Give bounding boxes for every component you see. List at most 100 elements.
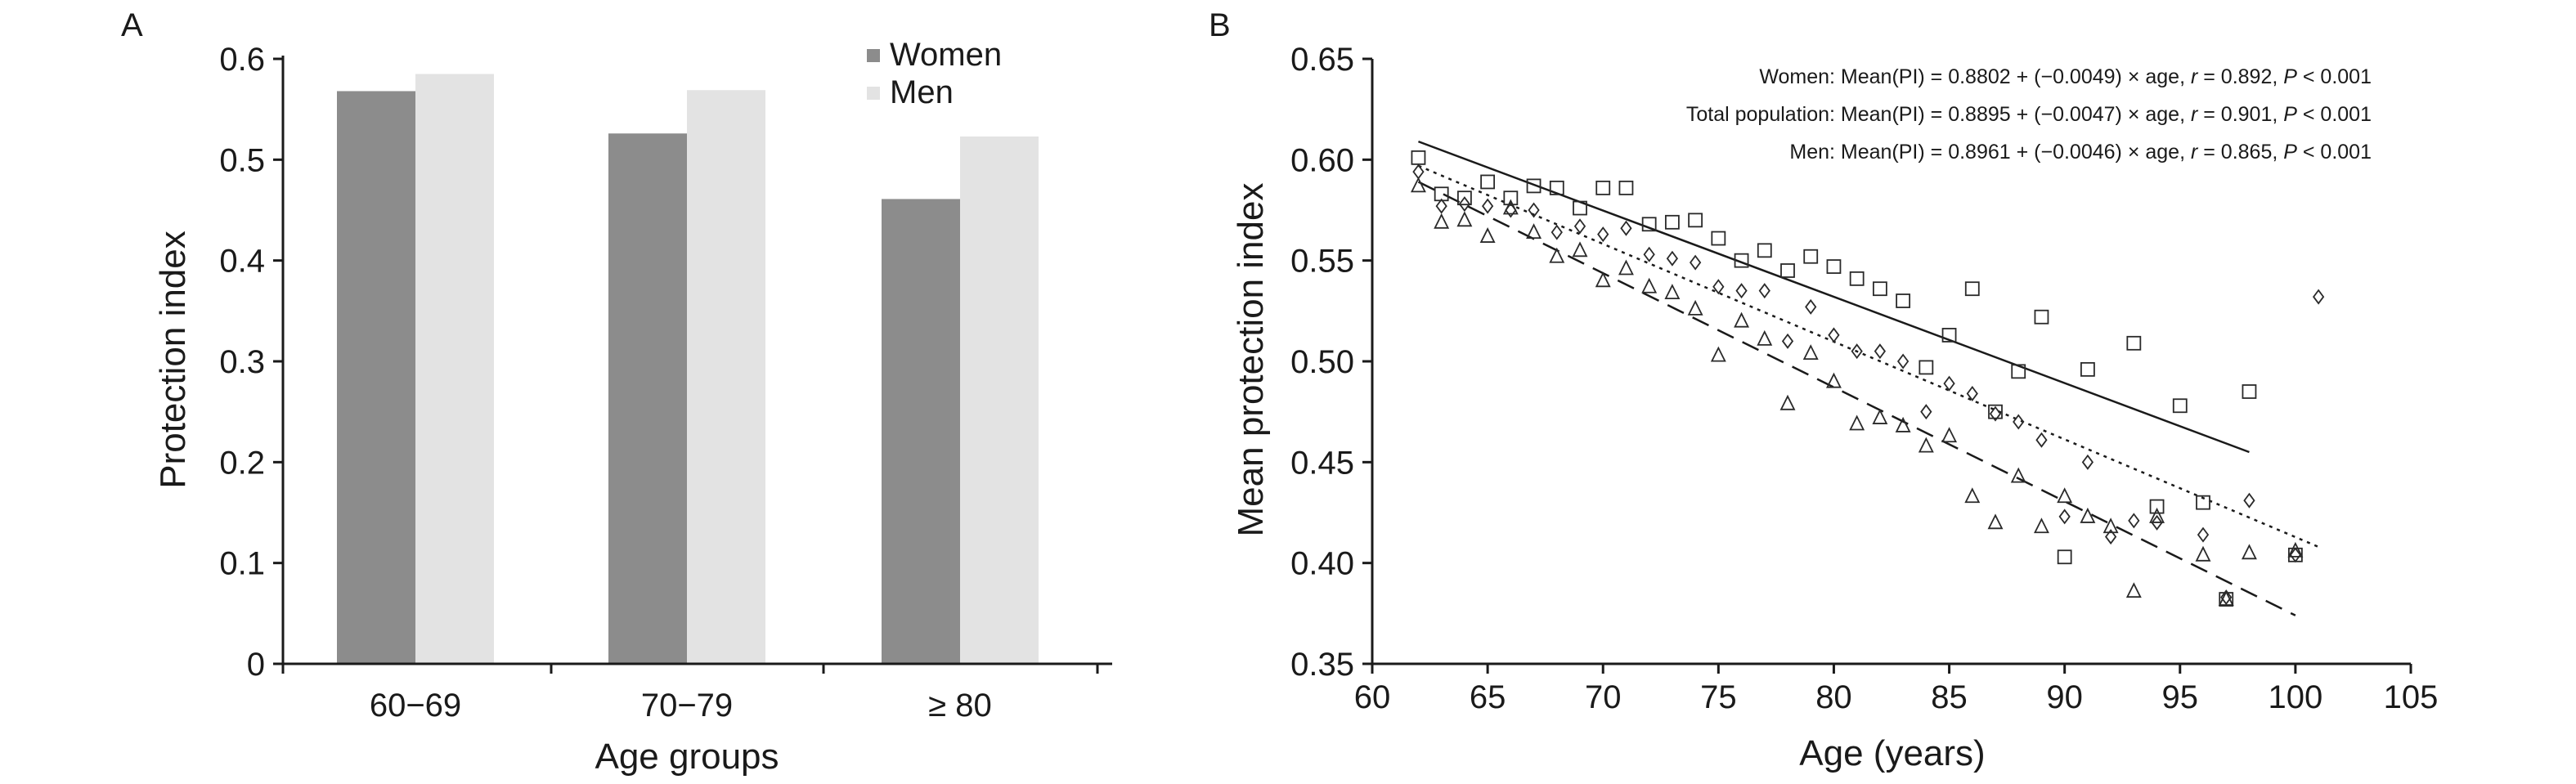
equation-segment: r: [2191, 65, 2199, 88]
equation-segment: < 0.001: [2297, 141, 2372, 164]
panel-b-x-tick-label: 70: [1585, 679, 1622, 715]
point-total: [1712, 279, 1725, 295]
legend-label-men: Men: [890, 74, 954, 110]
point-total: [1828, 327, 1840, 343]
panel-b-y-tick-label: 0.45: [1290, 445, 1354, 481]
panel-a-letter: A: [121, 7, 143, 43]
point-total: [2035, 432, 2048, 448]
fit-line-total: [1417, 164, 2319, 549]
point-women: [1941, 427, 1958, 443]
legend-swatch-women: [867, 49, 880, 62]
point-total: [1689, 254, 1702, 271]
point-women: [2287, 541, 2304, 558]
point-total: [1805, 298, 1817, 315]
point-total: [2289, 547, 2302, 563]
panel-b-equations: Women: Mean(PI) = 0.8802 + (−0.0049) × a…: [1686, 65, 2372, 164]
panel-b-points: [1410, 150, 2325, 607]
point-men: [1803, 249, 1819, 264]
point-women: [1964, 487, 1981, 504]
point-total: [1435, 198, 1447, 214]
point-total: [2151, 514, 2163, 531]
point-total: [1573, 218, 1586, 235]
point-women: [1641, 277, 1658, 293]
panel-a-axes: 0 0.1 0.2 0.3 0.4 0.5 0.6 60−69 70−79 ≥ 80: [219, 42, 1112, 724]
legend-swatch-men: [867, 87, 880, 100]
point-total: [2197, 526, 2210, 543]
panel-b-x-tick-label: 105: [2384, 679, 2439, 715]
panel-b-letter: B: [1209, 7, 1231, 43]
panel-a-x-tick-label: 60−69: [370, 688, 461, 724]
point-men: [1919, 360, 1934, 375]
point-women: [1872, 409, 1888, 424]
point-women: [1664, 284, 1681, 300]
bar-men-0: [415, 74, 494, 664]
panel-a-y-tick-label: 0.1: [219, 546, 265, 582]
point-men: [1988, 404, 2003, 419]
point-women: [1734, 311, 1750, 328]
point-women: [2057, 487, 2073, 504]
point-men: [1826, 259, 1842, 274]
panel-a-y-tick-label: 0.4: [219, 244, 265, 280]
equation-segment: P: [2283, 65, 2297, 88]
point-women: [1549, 247, 1565, 263]
panel-a-x-axis-title: Age groups: [595, 737, 779, 777]
legend-label-women: Women: [890, 37, 1002, 73]
point-men: [1595, 180, 1611, 195]
point-men: [1872, 281, 1887, 297]
point-total: [2058, 508, 2071, 525]
panel-b-x-tick-label: 85: [1931, 679, 1968, 715]
point-total: [1458, 196, 1471, 213]
panel-b-axes: 60 65 70 75 80 85 90 95 100 105 0.35 0.40 0.45 0.50 0.…: [1290, 42, 2438, 715]
bar-women-0: [337, 91, 415, 664]
panel-b-y-tick-label: 0.50: [1290, 344, 1354, 380]
point-men: [1641, 217, 1657, 232]
panel-a-y-tick-label: 0.6: [219, 42, 265, 78]
panel-b-x-axis-title: Age (years): [1799, 733, 1985, 773]
point-men: [2034, 309, 2049, 325]
panel-b-x-tick-label: 95: [2162, 679, 2199, 715]
point-women: [2218, 590, 2234, 606]
point-total: [2243, 492, 2255, 508]
point-men: [1573, 200, 1587, 216]
panel-b-x-tick-label: 60: [1354, 679, 1391, 715]
equation-segment: Women: Mean(PI) = 0.8802 + (−0.0049) × a…: [1759, 65, 2191, 88]
point-total: [1874, 343, 1887, 360]
panel-a-y-tick-label: 0: [247, 647, 265, 683]
point-women: [2103, 517, 2119, 534]
equation-segment: < 0.001: [2297, 103, 2372, 126]
panel-b-y-tick-label: 0.55: [1290, 244, 1354, 280]
panel-b-x-tick-label: 75: [1700, 679, 1737, 715]
fit-line-men: [1418, 140, 2250, 454]
point-women: [1502, 199, 1519, 215]
point-women: [2010, 467, 2026, 483]
equation-segment: P: [2283, 141, 2297, 164]
panel-b-y-tick-label: 0.35: [1290, 647, 1354, 683]
point-men: [1549, 180, 1564, 195]
point-women: [1526, 223, 1542, 240]
equation-segment: < 0.001: [2297, 65, 2372, 88]
point-women: [1410, 177, 1426, 193]
point-women: [1825, 372, 1842, 388]
point-women: [1849, 414, 1865, 431]
point-women: [2149, 507, 2165, 523]
point-women: [1456, 211, 1473, 227]
point-men: [1849, 271, 1865, 286]
panel-a-x-tick-label: 70−79: [641, 688, 733, 724]
point-women: [1710, 346, 1726, 362]
point-women: [2195, 545, 2211, 562]
panel-b-y-axis-title: Mean protection index: [1231, 183, 1271, 537]
point-total: [1966, 385, 1978, 401]
panel-a-y-tick-label: 0.3: [219, 344, 265, 380]
point-total: [1597, 226, 1609, 243]
point-women: [1987, 513, 2004, 530]
equation-segment: Total population: Mean(PI) = 0.8895 + (−…: [1686, 103, 2191, 126]
equation-segment: = 0.865,: [2197, 141, 2283, 164]
equation-segment: Men: Mean(PI) = 0.8961 + (−0.0046) × age…: [1789, 141, 2191, 164]
panel-b-x-tick-label: 90: [2046, 679, 2083, 715]
point-men: [2057, 549, 2072, 565]
point-men: [1618, 180, 1634, 195]
point-men: [1480, 174, 1496, 190]
point-women: [1595, 271, 1611, 288]
point-total: [2128, 513, 2140, 529]
equation-segment: P: [2283, 103, 2297, 126]
